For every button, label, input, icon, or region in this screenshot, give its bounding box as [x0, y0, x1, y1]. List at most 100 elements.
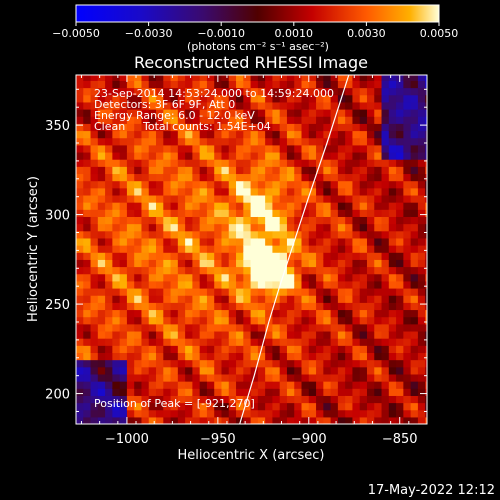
- heatmap-cell: [272, 388, 281, 396]
- heatmap-cell: [76, 330, 84, 339]
- heatmap-cell: [366, 94, 375, 103]
- heatmap-cell: [90, 409, 99, 418]
- heatmap-cell: [76, 316, 84, 325]
- heatmap-cell: [126, 323, 135, 332]
- heatmap-cell: [257, 202, 266, 210]
- heatmap-cell: [185, 137, 193, 146]
- heatmap-cell: [294, 330, 303, 339]
- heatmap-cell: [366, 373, 375, 382]
- heatmap-cell: [381, 202, 390, 210]
- heatmap-cell: [221, 245, 230, 253]
- heatmap-cell: [381, 75, 390, 81]
- heatmap-cell: [156, 266, 164, 275]
- heatmap-cell: [177, 395, 186, 404]
- heatmap-cell: [97, 409, 106, 418]
- heatmap-cell: [337, 309, 346, 318]
- heatmap-cell: [345, 216, 354, 225]
- heatmap-cell: [112, 187, 121, 196]
- heatmap-cell: [192, 287, 201, 296]
- heatmap-cell: [323, 338, 332, 346]
- heatmap-cell: [163, 159, 172, 167]
- heatmap-cell: [156, 130, 164, 139]
- heatmap-cell: [236, 366, 244, 375]
- heatmap-cell: [323, 245, 332, 253]
- heatmap-cell: [126, 94, 135, 103]
- heatmap-cell: [90, 266, 99, 275]
- heatmap-cell: [126, 159, 135, 167]
- heatmap-cell: [352, 209, 361, 217]
- heatmap-cell: [177, 187, 186, 196]
- heatmap-cell: [134, 94, 143, 103]
- heatmap-cell: [279, 137, 288, 146]
- heatmap-cell: [185, 309, 193, 318]
- heatmap-cell: [257, 130, 266, 139]
- heatmap-cell: [112, 130, 121, 139]
- heatmap-cell: [236, 87, 244, 96]
- heatmap-cell: [112, 216, 121, 225]
- heatmap-cell: [257, 75, 266, 81]
- heatmap-cell: [294, 237, 303, 246]
- heatmap-cell: [163, 216, 172, 225]
- heatmap-cell: [105, 252, 113, 260]
- heatmap-cell: [366, 123, 375, 132]
- heatmap-cell: [337, 75, 346, 81]
- heatmap-cell: [330, 187, 339, 196]
- heatmap-cell: [403, 209, 412, 217]
- heatmap-cell: [257, 101, 266, 110]
- heatmap-cell: [112, 416, 121, 424]
- heatmap-cell: [352, 180, 361, 189]
- heatmap-cell: [417, 330, 426, 339]
- solar-limb-curve: [239, 75, 350, 424]
- heatmap-cell: [126, 273, 135, 282]
- heatmap-cell: [352, 280, 361, 289]
- heatmap-cell: [396, 123, 404, 132]
- heatmap-cell: [316, 273, 324, 282]
- heatmap-cell: [126, 338, 135, 346]
- heatmap-cell: [425, 87, 427, 96]
- heatmap-cell: [396, 144, 404, 153]
- heatmap-cell: [308, 345, 317, 354]
- heatmap-cell: [119, 194, 128, 203]
- heatmap-cell: [425, 137, 427, 146]
- heatmap-cell: [134, 80, 143, 89]
- heatmap-cell: [417, 116, 426, 124]
- heatmap-cell: [308, 187, 317, 196]
- heatmap-cell: [228, 123, 237, 132]
- heatmap-cell: [396, 216, 404, 225]
- heatmap-cell: [83, 302, 92, 311]
- x-tick-label: −950: [200, 432, 236, 447]
- heatmap-cell: [228, 373, 237, 382]
- heatmap-cell: [330, 330, 339, 339]
- heatmap-cell: [112, 373, 121, 382]
- heatmap-cell: [134, 87, 143, 96]
- heatmap-cell: [105, 123, 113, 132]
- heatmap-cell: [83, 101, 92, 110]
- y-axis-label: Heliocentric Y (arcsec): [26, 176, 41, 322]
- heatmap-cell: [250, 388, 259, 396]
- heatmap-cell: [279, 295, 288, 303]
- heatmap-cell: [308, 151, 317, 160]
- heatmap-cell: [126, 209, 135, 217]
- heatmap-cell: [119, 280, 128, 289]
- heatmap-cell: [105, 273, 113, 282]
- heatmap-cell: [221, 345, 230, 354]
- heatmap-cell: [294, 180, 303, 189]
- heatmap-cell: [279, 252, 288, 260]
- heatmap-cell: [148, 352, 157, 361]
- heatmap-cell: [199, 87, 208, 96]
- heatmap-cell: [417, 94, 426, 103]
- heatmap-cell: [199, 123, 208, 132]
- heatmap-cell: [192, 180, 201, 189]
- heatmap-cell: [272, 87, 281, 96]
- heatmap-cell: [243, 180, 252, 189]
- heatmap-cell: [323, 280, 332, 289]
- heatmap-cell: [410, 130, 419, 139]
- heatmap-cell: [381, 151, 390, 160]
- heatmap-cell: [177, 223, 186, 232]
- heatmap-cell: [141, 245, 150, 253]
- heatmap-cell: [185, 266, 193, 275]
- heatmap-cell: [301, 280, 310, 289]
- heatmap-cell: [272, 123, 281, 132]
- heatmap-cell: [308, 316, 317, 325]
- heatmap-cell: [410, 273, 419, 282]
